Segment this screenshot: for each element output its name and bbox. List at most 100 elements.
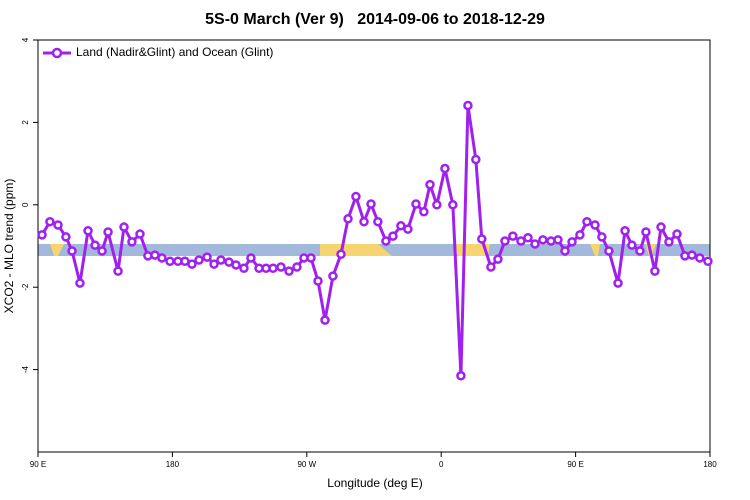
point <box>284 266 294 276</box>
point <box>165 256 175 266</box>
point <box>328 271 338 281</box>
point <box>641 227 651 237</box>
point <box>419 207 429 217</box>
point <box>103 227 113 237</box>
point <box>516 236 526 246</box>
point <box>202 252 212 262</box>
y-tick-label: 0 <box>21 202 30 207</box>
point <box>53 220 63 230</box>
y-tick-label: -2 <box>21 283 30 291</box>
x-tick-label: 180 <box>703 460 717 469</box>
point <box>343 214 353 224</box>
point <box>500 236 510 246</box>
x-tick-label: 90 E <box>567 460 583 469</box>
point <box>306 253 316 263</box>
point <box>493 254 503 264</box>
point <box>388 231 398 241</box>
point <box>590 220 600 230</box>
point <box>486 262 496 272</box>
point <box>448 200 458 210</box>
y-tick-label: -4 <box>21 365 30 373</box>
point <box>635 246 645 256</box>
point <box>582 216 592 227</box>
point <box>538 235 548 245</box>
plot-frame <box>37 39 711 453</box>
point <box>157 253 167 263</box>
point <box>246 253 256 263</box>
point <box>45 216 55 227</box>
point <box>695 253 705 263</box>
point <box>656 222 666 232</box>
point <box>351 191 361 202</box>
point <box>209 259 219 269</box>
point <box>366 199 376 209</box>
point <box>664 237 674 247</box>
x-axis-label: Longitude (deg E) <box>327 476 422 490</box>
point <box>231 260 241 270</box>
y-tick-label: 4 <box>21 37 30 42</box>
point <box>216 255 226 265</box>
point <box>553 235 563 245</box>
point <box>83 226 93 236</box>
point <box>687 250 697 260</box>
point <box>440 163 450 174</box>
point <box>672 229 682 239</box>
x-tick-label: 180 <box>166 460 180 469</box>
land-patch <box>453 244 490 256</box>
point <box>703 256 713 266</box>
point <box>90 240 100 250</box>
point <box>127 237 137 247</box>
point <box>411 199 421 209</box>
legend-marker <box>51 47 63 59</box>
y-axis-label: XCO2 - MLO trend (ppm) <box>2 179 16 314</box>
y-tick-label: 2 <box>21 120 30 125</box>
point <box>276 262 286 272</box>
point <box>523 233 533 243</box>
point <box>268 263 278 273</box>
point <box>575 230 585 240</box>
x-tick-label: 90 E <box>30 460 46 469</box>
point <box>403 224 413 234</box>
chart-title: 5S-0 March (Ver 9) 2014-09-06 to 2018-12… <box>205 11 545 28</box>
point <box>613 278 623 288</box>
point <box>119 222 129 232</box>
point <box>97 246 107 256</box>
point <box>239 263 249 273</box>
point <box>463 100 473 111</box>
x-tick-label: 90 W <box>297 460 316 469</box>
land-patch <box>50 244 64 256</box>
land-patch <box>590 244 600 256</box>
legend-label: Land (Nadir&Glint) and Ocean (Glint) <box>76 45 273 59</box>
point <box>113 266 123 276</box>
point <box>75 278 85 288</box>
point <box>359 216 369 227</box>
point <box>336 249 346 259</box>
point <box>620 226 630 236</box>
x-tick-label: 0 <box>439 460 444 469</box>
point <box>604 246 614 256</box>
point <box>373 216 383 227</box>
point <box>567 237 577 247</box>
point <box>61 232 71 242</box>
point <box>135 229 145 239</box>
point <box>627 240 637 250</box>
point <box>194 255 204 265</box>
point <box>560 246 570 256</box>
point <box>37 230 47 240</box>
point <box>292 262 302 272</box>
point <box>456 371 466 381</box>
point <box>508 231 518 241</box>
point <box>313 276 323 286</box>
point <box>471 154 481 165</box>
point <box>530 239 540 249</box>
point <box>432 200 442 210</box>
point <box>381 236 391 246</box>
point <box>425 179 435 190</box>
point <box>187 259 197 269</box>
point <box>320 315 330 325</box>
point <box>650 266 660 276</box>
point <box>67 246 77 256</box>
point <box>477 234 487 244</box>
point <box>597 232 607 242</box>
